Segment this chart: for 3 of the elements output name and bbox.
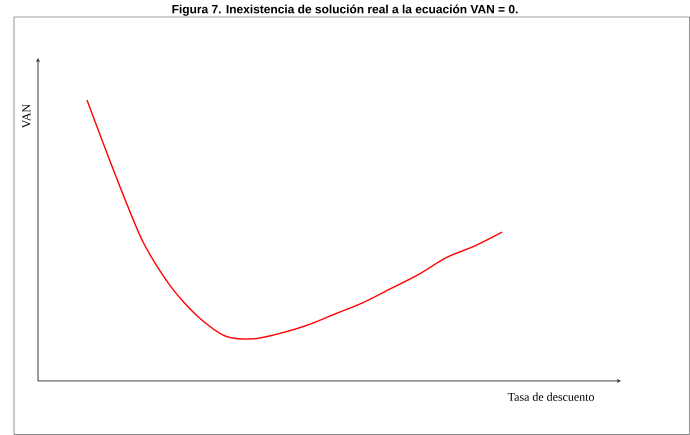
- x-axis-title: Tasa de descuento: [508, 392, 594, 401]
- chart-title: Figura 7. Inexistencia de solución real a la ecuación VAN = 0.: [172, 4, 518, 16]
- y-axis-title: VAN: [22, 104, 30, 128]
